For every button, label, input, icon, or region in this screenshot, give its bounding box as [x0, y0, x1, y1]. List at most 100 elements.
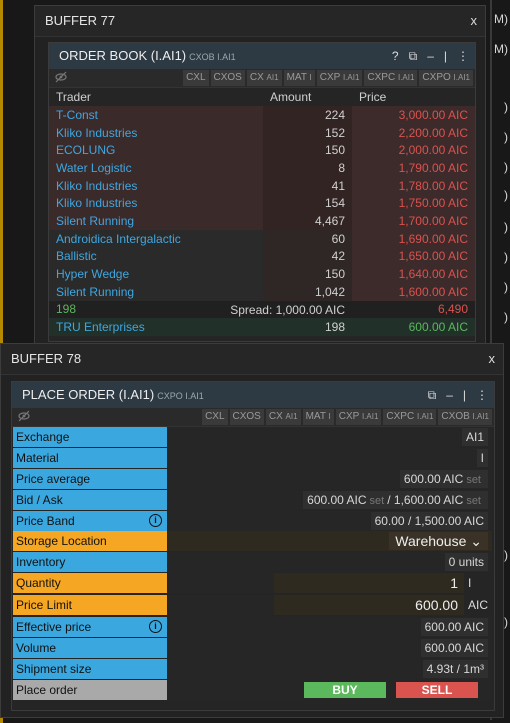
minimize-icon[interactable]: – — [446, 388, 453, 402]
price-band-label: Price Band i — [13, 511, 167, 531]
spread-row: 198 Spread: 1,000.00 AIC 6,490 — [49, 300, 475, 319]
cmd-button-cxob[interactable]: CXOB I.AI1 — [438, 409, 492, 425]
cmd-button-cxpc[interactable]: CXPC I.AI1 — [364, 70, 418, 86]
trader-name[interactable]: Water Logistic — [49, 159, 263, 177]
menu-icon[interactable]: ⋮ — [476, 388, 488, 402]
popout-icon[interactable]: ⧉ — [408, 49, 418, 63]
bid-ask-row: Bid / Ask 600.00 AIC set/ 1,600.00 AIC set — [13, 490, 492, 510]
cmd-button-cxl[interactable]: CXL — [202, 409, 228, 425]
volume-label: Volume — [13, 638, 167, 658]
info-icon[interactable]: i — [149, 620, 162, 633]
buy-button[interactable]: BUY — [304, 682, 386, 698]
background-text: ) — [504, 160, 508, 174]
menu-icon[interactable]: ⋮ — [457, 49, 469, 63]
trader-name[interactable]: Silent Running — [49, 212, 263, 230]
drag-handle-icon[interactable]: | — [462, 388, 466, 402]
background-text: ) — [504, 130, 508, 144]
ask-row[interactable]: Water Logistic 8 1,790.00 AIC — [49, 159, 475, 177]
trader-name[interactable]: TRU Enterprises — [49, 318, 263, 336]
cmd-button-cxp[interactable]: CXP I.AI1 — [335, 409, 382, 425]
window-title-bar[interactable]: BUFFER 77 x — [35, 6, 485, 37]
window-title: BUFFER 77 — [45, 13, 116, 28]
cmd-button-cx[interactable]: CX AI1 — [265, 409, 301, 425]
volume-row: Volume 600.00 AIC — [13, 638, 492, 658]
bid-value: 600.00 AIC — [307, 493, 367, 507]
ask-row[interactable]: Silent Running 1,042 1,600.00 AIC — [49, 282, 475, 301]
panel-title: PLACE ORDER (I.AI1) — [22, 387, 155, 402]
trader-name[interactable]: Kliko Industries — [49, 194, 263, 213]
ask-row[interactable]: ECOLUNG 150 2,000.00 AIC — [49, 141, 475, 160]
ask-row[interactable]: Hyper Wedge 150 1,640.00 AIC — [49, 265, 475, 283]
drag-handle-icon[interactable]: | — [443, 49, 447, 63]
hidden-eye-icon[interactable] — [55, 71, 67, 86]
cmd-button-cxos[interactable]: CXOS — [210, 70, 245, 86]
trader-name[interactable]: Kliko Industries — [49, 123, 263, 142]
cmd-button-mat[interactable]: MAT I — [302, 409, 334, 425]
set-bid-button[interactable]: set — [369, 495, 385, 507]
material-label: Material — [13, 448, 167, 468]
trader-name[interactable]: Hyper Wedge — [49, 265, 263, 283]
panel-header: PLACE ORDER (I.AI1) CXPO I.AI1 ⧉ – | ⋮ — [12, 382, 494, 408]
header-amount: Amount — [263, 88, 352, 106]
command-buttons-bar: CXL CXOS CX AI1 MAT I CXP I.AI1 CXPC I.A… — [49, 69, 475, 88]
background-text: ) — [504, 250, 508, 264]
order-amount: 42 — [263, 247, 352, 266]
trader-name[interactable]: Androidica Intergalactic — [49, 229, 263, 248]
ask-row[interactable]: Kliko Industries 41 1,780.00 AIC — [49, 176, 475, 195]
hidden-eye-icon[interactable] — [18, 410, 30, 425]
trader-name[interactable]: Ballistic — [49, 247, 263, 266]
ask-row[interactable]: Ballistic 42 1,650.00 AIC — [49, 247, 475, 266]
storage-location-label: Storage Location — [13, 531, 167, 551]
panel-header: ORDER BOOK (I.AI1) CXOB I.AI1 ? ⧉ – | ⋮ — [49, 43, 475, 69]
exchange-label: Exchange — [13, 427, 167, 447]
set-price-average-button[interactable]: set — [466, 474, 481, 486]
set-ask-button[interactable]: set — [466, 495, 481, 507]
price-average-value: 600.00 AIC set — [167, 469, 492, 489]
popout-icon[interactable]: ⧉ — [427, 388, 437, 402]
trader-name[interactable]: Kliko Industries — [49, 176, 263, 195]
trader-name[interactable]: Silent Running — [49, 282, 263, 301]
order-amount: 8 — [263, 159, 352, 177]
order-price: 1,690.00 AIC — [352, 229, 475, 248]
price-limit-input[interactable]: 600.00 — [274, 595, 464, 615]
table-header-row: Trader Amount Price — [49, 88, 475, 106]
ask-row[interactable]: Androidica Intergalactic 60 1,690.00 AIC — [49, 229, 475, 248]
close-window-button[interactable]: x — [488, 351, 496, 366]
panel-toolbar: ⧉ – | ⋮ — [428, 382, 488, 408]
quantity-input[interactable]: 1 — [274, 573, 464, 593]
price-limit-label: Price Limit — [13, 595, 167, 615]
cmd-button-cxpc[interactable]: CXPC I.AI1 — [383, 409, 437, 425]
order-price: 1,600.00 AIC — [352, 282, 475, 301]
order-amount: 4,467 — [263, 212, 352, 230]
ask-row[interactable]: T-Const 224 3,000.00 AIC — [49, 106, 475, 124]
trader-name[interactable]: ECOLUNG — [49, 141, 263, 160]
header-trader: Trader — [49, 88, 263, 106]
cmd-button-mat[interactable]: MAT I — [283, 70, 315, 86]
storage-location-select[interactable]: Warehouse ⌄ — [389, 532, 488, 550]
window-title-bar[interactable]: BUFFER 78 x — [1, 344, 503, 375]
cmd-button-cxos[interactable]: CXOS — [229, 409, 264, 425]
effective-price-value: 600.00 AIC — [167, 617, 492, 637]
ask-row[interactable]: Kliko Industries 154 1,750.00 AIC — [49, 194, 475, 213]
help-icon[interactable]: ? — [391, 49, 399, 63]
chevron-down-icon: ⌄ — [470, 533, 482, 549]
cmd-button-cx[interactable]: CX AI1 — [246, 70, 282, 86]
close-window-button[interactable]: x — [470, 13, 478, 28]
quantity-label: Quantity — [13, 573, 167, 593]
cmd-button-cxp[interactable]: CXP I.AI1 — [316, 70, 363, 86]
trader-name[interactable]: T-Const — [49, 106, 263, 124]
inventory-label: Inventory — [13, 552, 167, 572]
cmd-button-cxpo[interactable]: CXPO I.AI1 — [419, 70, 473, 86]
info-icon[interactable]: i — [149, 514, 162, 527]
minimize-icon[interactable]: – — [427, 49, 434, 63]
bid-row[interactable]: TRU Enterprises 198 600.00 AIC — [49, 318, 475, 336]
sell-button[interactable]: SELL — [396, 682, 478, 698]
ask-value: 1,600.00 AIC — [393, 493, 464, 507]
cmd-button-cxl[interactable]: CXL — [183, 70, 209, 86]
order-amount: 1,042 — [263, 282, 352, 301]
ask-row[interactable]: Silent Running 4,467 1,700.00 AIC — [49, 212, 475, 230]
background-text: ) — [504, 188, 508, 202]
background-text: M) — [494, 12, 508, 26]
ask-row[interactable]: Kliko Industries 152 2,200.00 AIC — [49, 123, 475, 142]
spread-label: Spread: 1,000.00 AIC — [230, 300, 352, 319]
